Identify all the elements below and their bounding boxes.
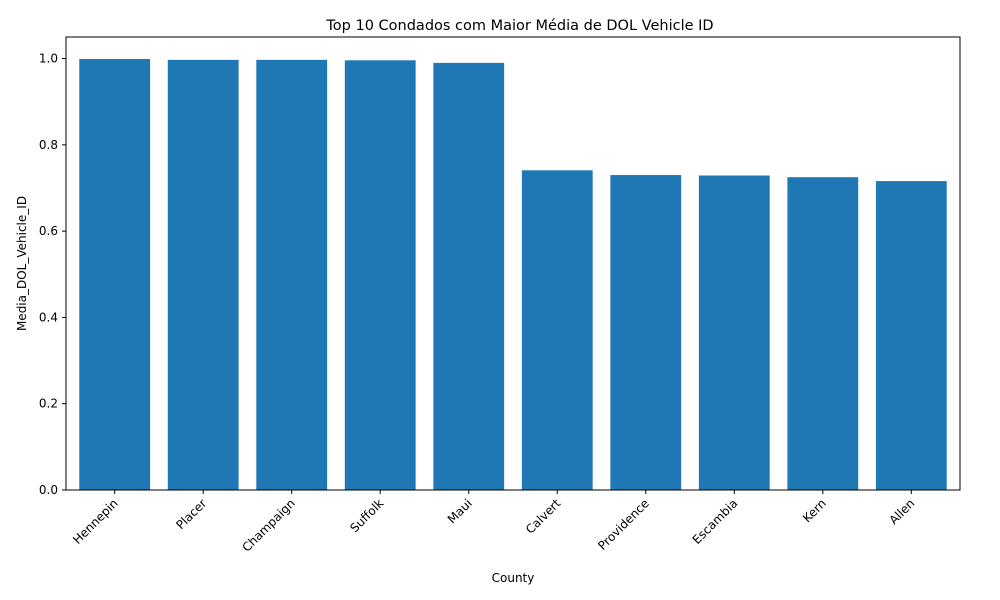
y-tick-label: 0.8 — [39, 138, 58, 152]
x-tick-label: Calvert — [523, 496, 564, 537]
bar-allen — [875, 181, 947, 490]
bar-placer — [167, 59, 239, 490]
bar-hennepin — [79, 59, 151, 490]
y-tick-label: 0.2 — [39, 397, 58, 411]
x-tick-label: Escambia — [690, 496, 741, 547]
bar-kern — [787, 177, 859, 490]
bars-group — [79, 59, 947, 491]
x-tick-label: Placer — [173, 496, 209, 532]
bar-suffolk — [344, 60, 416, 490]
chart-title: Top 10 Condados com Maior Média de DOL V… — [325, 18, 713, 34]
bar-calvert — [521, 170, 593, 490]
x-tick-label: Champaign — [239, 496, 297, 554]
plot-frame — [65, 36, 961, 491]
x-tick-label: Suffolk — [347, 496, 386, 535]
x-tick-label: Kern — [800, 496, 829, 525]
bar-maui — [433, 62, 505, 491]
y-tick-label: 1.0 — [39, 52, 58, 66]
x-axis: Hennepin Placer Champaign Suffolk Maui Calver… — [70, 490, 917, 555]
bar-champaign — [256, 59, 328, 490]
y-tick-label: 0.0 — [39, 483, 58, 497]
bar-escambia — [698, 175, 770, 490]
y-tick-label: 0.6 — [39, 224, 58, 238]
x-tick-label: Maui — [445, 496, 475, 526]
x-tick-label: Hennepin — [70, 496, 121, 547]
x-tick-label: Allen — [886, 496, 917, 527]
y-axis-label: Media_DOL_Vehicle_ID — [15, 196, 29, 331]
bar-providence — [610, 175, 682, 491]
y-tick-label: 0.4 — [39, 310, 58, 324]
x-tick-label: Providence — [595, 496, 652, 553]
y-axis: 0.0 0.2 0.4 0.6 0.8 1.0 — [39, 52, 66, 497]
x-axis-label: County — [492, 571, 535, 585]
